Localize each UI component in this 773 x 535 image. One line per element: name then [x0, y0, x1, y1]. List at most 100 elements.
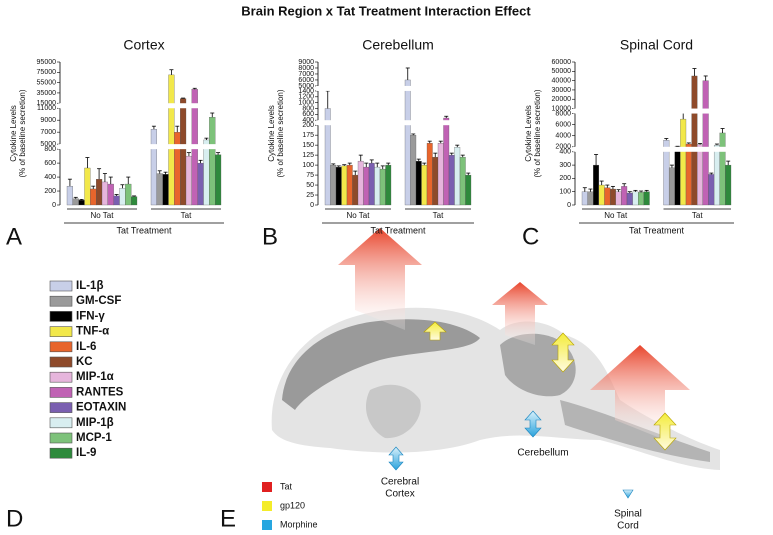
- y-tick-label: 400: [302, 117, 314, 124]
- bar: [448, 154, 455, 206]
- y-tick-label: 1200: [298, 94, 314, 101]
- axis-break: [573, 146, 740, 152]
- legend-label: MIP-1β: [76, 417, 114, 429]
- x-axis-title: Tat Treatment: [629, 225, 685, 235]
- region-label: Cerebral: [381, 477, 419, 488]
- bar: [443, 117, 450, 206]
- y-tick-label: 1400: [298, 88, 314, 95]
- axis-break: [316, 120, 480, 126]
- y-tick-label: 1000: [298, 99, 314, 106]
- bar: [465, 174, 472, 206]
- y-tick-label: 40000: [552, 77, 572, 84]
- bar: [454, 146, 461, 206]
- legend-swatch: [49, 280, 73, 292]
- bar: [113, 195, 120, 206]
- bar: [174, 132, 181, 206]
- y-axis-title: Cytokine Levels(% of baseline secretion): [524, 89, 542, 177]
- bar: [685, 143, 692, 206]
- bar: [621, 186, 628, 206]
- legend-swatch: [262, 501, 272, 511]
- bar: [598, 184, 605, 206]
- y-tick-label: 0: [310, 202, 314, 209]
- y-tick-label: 25: [306, 192, 314, 199]
- x-tick-label: No Tat: [91, 211, 115, 220]
- legend-label: MCP-1: [76, 432, 112, 444]
- y-tick-label: 30000: [552, 87, 572, 94]
- y-tick-label: 5000: [40, 141, 56, 148]
- bar: [615, 191, 622, 206]
- bar: [150, 129, 157, 206]
- x-tick-label: No Tat: [347, 211, 371, 220]
- bar: [125, 183, 132, 206]
- bar: [426, 143, 433, 206]
- legend-label: IFN-γ: [76, 310, 105, 322]
- legend-label: Tat: [280, 481, 293, 491]
- y-tick-label: 11000: [37, 105, 56, 112]
- bar: [368, 162, 375, 206]
- bar: [352, 174, 359, 206]
- y-tick-label: 200: [559, 175, 571, 182]
- axis-break: [573, 108, 740, 114]
- bar: [66, 185, 73, 206]
- bar: [668, 167, 675, 206]
- bar: [168, 74, 175, 206]
- y-tick-label: 400: [559, 149, 571, 156]
- region-label: Spinal: [614, 509, 642, 520]
- bar: [638, 192, 645, 206]
- bar: [643, 191, 650, 206]
- y-tick-label: 125: [302, 152, 314, 159]
- bar: [708, 174, 715, 206]
- panel-letter: E: [220, 505, 236, 532]
- morphine-arrows: [388, 410, 634, 499]
- x-tick-label: Tat: [433, 211, 444, 220]
- y-tick-label: 600: [302, 111, 314, 118]
- chart-title: Cortex: [123, 37, 164, 53]
- legend-swatch: [262, 520, 272, 530]
- x-tick-label: No Tat: [604, 211, 628, 220]
- bar: [725, 164, 732, 206]
- axis-break: [316, 85, 480, 91]
- region-label: Cortex: [385, 489, 414, 500]
- legend-label: IL-9: [76, 447, 96, 459]
- y-tick-label: 9000: [40, 117, 56, 124]
- bar: [209, 117, 216, 206]
- legend-label: MIP-1α: [76, 371, 114, 383]
- chart-title: Cerebellum: [362, 37, 434, 53]
- gp120-arrows: [423, 321, 677, 451]
- y-tick-label: 7000: [298, 71, 314, 78]
- bar: [107, 183, 114, 206]
- legend-swatch: [49, 432, 73, 444]
- y-tick-label: 175: [302, 132, 314, 139]
- bar: [609, 188, 616, 206]
- bar: [385, 164, 392, 206]
- y-tick-label: 50000: [552, 68, 572, 75]
- bar: [84, 167, 91, 206]
- bar: [691, 75, 698, 206]
- bar: [341, 165, 348, 206]
- bar: [632, 191, 639, 206]
- y-tick-label: 8000: [298, 65, 314, 72]
- y-tick-label: 35000: [37, 90, 57, 97]
- bar: [185, 155, 192, 206]
- bar: [374, 166, 381, 206]
- legend-label: TNF-α: [76, 326, 109, 338]
- y-axis-title-line: (% of baseline secretion): [276, 89, 285, 177]
- bar: [78, 199, 85, 206]
- legend-swatch: [49, 402, 73, 413]
- bar: [680, 118, 687, 206]
- y-tick-label: 50: [306, 182, 314, 189]
- bar: [719, 132, 726, 206]
- legend-swatch: [49, 371, 73, 383]
- y-tick-label: 8000: [555, 110, 571, 117]
- y-tick-label: 0: [567, 202, 571, 209]
- bar: [432, 156, 439, 206]
- brain-illustration: [271, 307, 720, 470]
- axis-break: [58, 103, 230, 109]
- bar: [162, 174, 169, 206]
- bar: [581, 191, 588, 206]
- bar: [156, 173, 163, 206]
- panel-letter: A: [6, 223, 22, 250]
- legend-label: EOTAXIN: [76, 402, 126, 414]
- bar: [197, 162, 204, 206]
- y-tick-label: 4000: [555, 133, 571, 140]
